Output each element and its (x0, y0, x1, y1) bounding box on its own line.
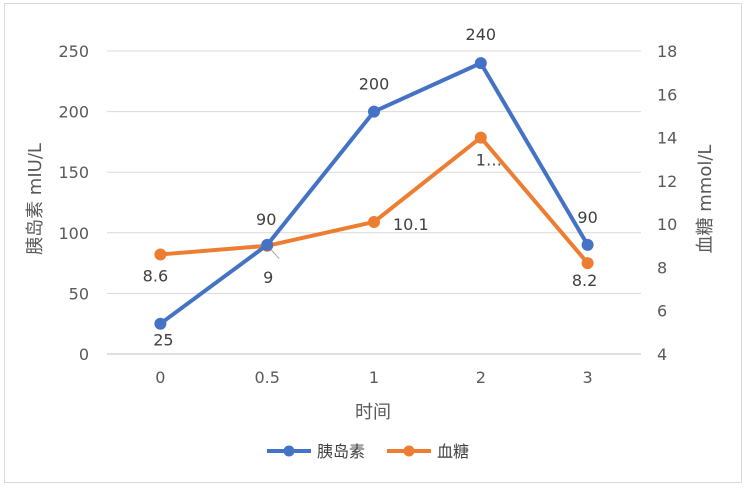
left-axis-title: 胰岛素 mIU/L (25, 143, 46, 255)
data-label-insulin: 90 (256, 210, 276, 229)
data-labels: 25 90 200 240 90 8.6 9 10.1 1… 8.2 (143, 25, 598, 350)
left-axis-ticks: 0 50 100 150 200 250 (58, 42, 89, 364)
x-axis-title: 时间 (355, 402, 391, 423)
data-label-glucose: 1… (476, 151, 502, 170)
series-line-glucose (158, 135, 590, 266)
legend-swatch-marker (283, 445, 295, 457)
data-label-insulin: 25 (153, 331, 173, 350)
legend-swatch-marker (403, 445, 415, 457)
x-tick-label: 0 (155, 368, 165, 387)
right-tick-label: 14 (657, 129, 677, 148)
right-tick-label: 12 (657, 172, 677, 191)
right-tick-label: 4 (657, 345, 667, 364)
x-tick-label: 2 (476, 368, 486, 387)
data-label-glucose: 8.6 (143, 266, 168, 285)
right-tick-label: 18 (657, 42, 677, 61)
left-tick-label: 100 (58, 224, 89, 243)
label-leader-line (270, 249, 280, 260)
data-point-insulin (474, 57, 487, 70)
data-label-glucose: 9 (263, 268, 273, 287)
right-axis-ticks: 4 6 8 10 12 14 16 18 (657, 42, 677, 364)
data-label-glucose: 10.1 (393, 215, 429, 234)
right-tick-label: 16 (657, 85, 677, 104)
data-point-insulin (261, 238, 274, 251)
left-tick-label: 0 (79, 345, 89, 364)
right-tick-label: 6 (657, 302, 667, 321)
data-point-insulin (154, 317, 167, 330)
left-tick-label: 50 (69, 284, 89, 303)
x-axis-ticks: 0 0.5 1 2 3 (155, 368, 592, 387)
right-tick-label: 10 (657, 215, 677, 234)
legend-item-glucose: 血糖 (387, 442, 469, 461)
chart-area (4, 3, 742, 483)
legend-label: 胰岛素 (317, 442, 365, 461)
data-point-insulin (368, 105, 380, 118)
data-point-glucose (368, 215, 380, 228)
data-point-glucose (154, 248, 167, 261)
x-tick-label: 1 (369, 368, 379, 387)
legend-label: 血糖 (437, 442, 469, 461)
data-point-glucose (474, 131, 487, 144)
data-label-glucose: 8.2 (572, 271, 597, 290)
right-tick-label: 8 (657, 258, 667, 277)
left-tick-label: 200 (58, 103, 89, 122)
data-point-glucose (581, 257, 594, 270)
data-point-insulin (581, 238, 594, 251)
data-label-insulin: 90 (577, 208, 597, 227)
left-tick-label: 250 (58, 42, 89, 61)
x-tick-label: 0.5 (254, 368, 279, 387)
left-tick-label: 150 (58, 163, 89, 182)
data-label-insulin: 240 (466, 25, 497, 44)
series-layer (154, 57, 594, 330)
x-tick-label: 3 (583, 368, 593, 387)
right-axis-title: 血糖 mmol/L (695, 145, 716, 254)
data-label-insulin: 200 (359, 75, 390, 94)
legend: 胰岛素 血糖 (267, 442, 469, 461)
legend-item-insulin: 胰岛素 (267, 442, 365, 461)
series-line-insulin (158, 61, 590, 326)
